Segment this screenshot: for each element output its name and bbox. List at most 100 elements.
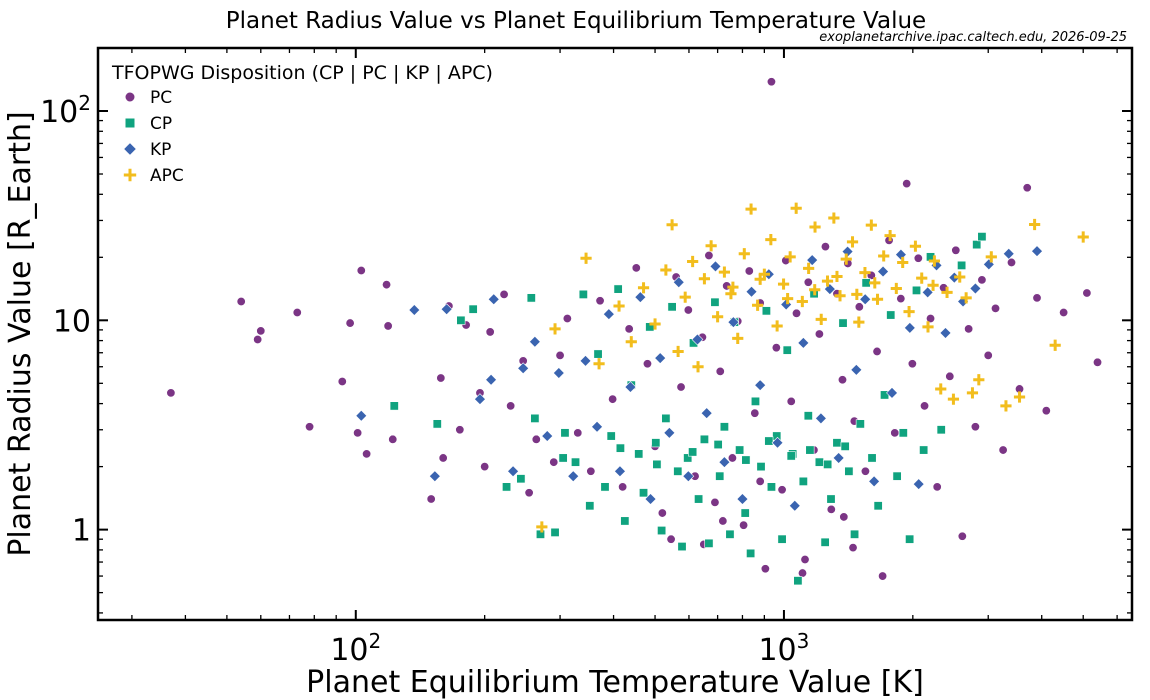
plot-frame [96, 46, 1134, 622]
data-point [709, 260, 722, 273]
data-point [710, 297, 720, 307]
data-point [667, 302, 677, 312]
y-axis-label: Planet Radius Value [R_Earth] [3, 111, 38, 556]
data-point [712, 311, 724, 323]
data-point [765, 234, 777, 246]
data-point [957, 531, 967, 541]
data-point [945, 371, 955, 381]
data-point [898, 428, 908, 438]
data-point [613, 284, 623, 294]
data-point [345, 318, 355, 328]
data-point [777, 485, 787, 495]
data-point [846, 236, 859, 248]
data-point [878, 571, 888, 581]
data-point [474, 393, 486, 406]
data-point [661, 413, 671, 423]
data-point [951, 245, 961, 255]
data-point [691, 333, 704, 346]
x-tick-label: 102 [330, 629, 381, 668]
data-point [608, 394, 618, 404]
data-point [502, 482, 512, 492]
data-point [637, 282, 650, 294]
data-point [256, 326, 266, 336]
data-point [624, 324, 634, 334]
data-point [850, 529, 860, 539]
legend-label: PC [150, 88, 172, 108]
legend: TFOPWG Disposition (CP | PC | KP | APC) … [111, 62, 493, 186]
data-point [832, 438, 842, 448]
data-point [803, 262, 815, 275]
data-point [1093, 357, 1103, 367]
data-point [485, 327, 495, 337]
data-point [964, 324, 974, 334]
data-point [657, 526, 667, 536]
data-point [912, 478, 925, 490]
data-point [991, 303, 1001, 313]
data-point [683, 305, 693, 315]
data-point [679, 291, 691, 303]
data-point [602, 308, 615, 321]
data-point [905, 534, 915, 544]
data-point [549, 457, 559, 467]
data-point [1029, 218, 1041, 231]
data-point [389, 401, 399, 411]
data-point [782, 292, 794, 305]
data-point [966, 387, 979, 399]
data-point [353, 428, 363, 438]
data-point [838, 318, 848, 328]
data-point [672, 276, 685, 289]
data-point [884, 229, 896, 242]
data-point [528, 335, 541, 348]
data-point [820, 537, 830, 547]
data-point [591, 420, 603, 433]
data-point [652, 459, 662, 469]
data-point [752, 299, 764, 311]
data-point [754, 379, 767, 392]
data-point [735, 445, 745, 455]
data-point [777, 278, 790, 290]
legend-label: APC [150, 166, 184, 186]
data-point [861, 278, 871, 288]
data-point [831, 270, 843, 283]
data-point [676, 382, 686, 392]
data-point [718, 266, 730, 278]
data-point [890, 282, 902, 295]
data-point [585, 501, 595, 511]
data-point [618, 482, 628, 492]
data-point [814, 329, 824, 339]
data-point [797, 337, 810, 349]
data-point [755, 476, 765, 486]
data-point [859, 267, 871, 279]
data-point [878, 250, 890, 262]
data-point [739, 520, 749, 530]
data-point [573, 428, 583, 438]
data-point [790, 202, 802, 214]
data-point [750, 408, 760, 418]
data-point [809, 284, 821, 296]
data-point [634, 291, 647, 304]
data-point [741, 455, 751, 465]
data-point [826, 494, 836, 504]
data-point [932, 482, 942, 492]
data-point [977, 275, 987, 285]
data-point [740, 508, 750, 518]
data-point [536, 521, 548, 533]
data-point [1031, 245, 1043, 258]
data-point [840, 441, 850, 451]
data-point [1013, 391, 1026, 403]
data-point [253, 334, 263, 344]
data-point [890, 428, 900, 438]
data-point [718, 516, 728, 526]
data-point [860, 466, 870, 476]
data-point [666, 219, 678, 231]
data-point [806, 254, 819, 266]
data-point [517, 362, 530, 375]
data-point [766, 77, 776, 87]
data-point [530, 413, 540, 423]
data-point [792, 308, 802, 318]
data-point [828, 212, 840, 224]
data-point [631, 263, 641, 273]
data-point [1077, 231, 1089, 243]
legend-marker [123, 168, 137, 182]
